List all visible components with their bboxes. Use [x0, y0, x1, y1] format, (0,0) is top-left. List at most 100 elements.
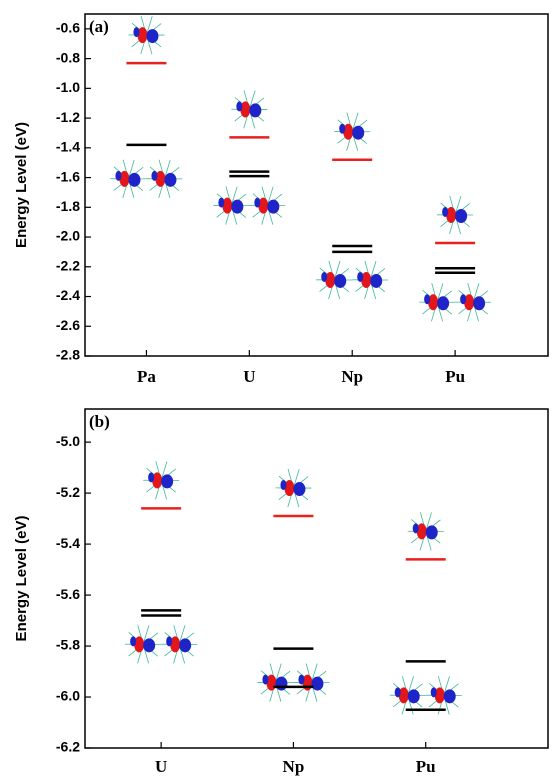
orbital-lobe: [236, 101, 243, 112]
y-tick-label: -2.6: [56, 317, 80, 333]
orbital-lobe: [155, 170, 166, 187]
orbital-lobe: [437, 296, 450, 311]
y-axis-label: Energy Level (eV): [13, 122, 30, 248]
orbital-lobe: [473, 296, 486, 311]
orbital-lobe: [262, 674, 269, 685]
orbital-lobe: [231, 199, 244, 214]
x-tick-label: Pu: [445, 367, 465, 386]
orbital-lobe: [443, 689, 456, 704]
y-tick-label: -6.2: [56, 739, 80, 755]
orbital-lobe: [254, 197, 261, 208]
bond: [142, 625, 150, 645]
orbital-lobe: [119, 170, 130, 187]
y-axis-label: Energy Level (eV): [13, 516, 30, 642]
orbital-lobe: [352, 125, 365, 140]
bond: [266, 186, 274, 206]
bond: [369, 260, 377, 281]
orbital-lobe: [311, 676, 324, 691]
bond: [128, 159, 135, 179]
x-tick-label: Pu: [416, 757, 436, 776]
y-tick-label: -1.4: [56, 139, 80, 155]
y-tick-label: -0.8: [56, 49, 80, 65]
orbital-lobe: [425, 525, 438, 540]
orbital-lobe: [164, 172, 177, 187]
bond: [146, 16, 153, 36]
orbital-lobe: [166, 636, 173, 647]
orbital-lobe: [148, 472, 155, 483]
y-tick-label: -5.8: [56, 637, 80, 653]
bond: [425, 512, 432, 532]
plot-frame: [84, 408, 549, 749]
orbital-lobe: [298, 674, 305, 685]
orbital-lobe: [370, 273, 383, 288]
x-tick-label: Pa: [137, 367, 156, 386]
x-tick-label: U: [243, 367, 255, 386]
orbital-lobe: [218, 197, 225, 208]
orbital-lobe: [416, 523, 427, 540]
y-tick-label: -2.8: [56, 347, 80, 363]
panel: (a) Energy Level (eV) -0.6 -0.8 -1.0 -1.2 -1.4…: [13, 13, 549, 386]
bond: [454, 195, 462, 216]
orbital-lobe: [151, 170, 158, 181]
orbital-lobe: [258, 197, 269, 214]
bond: [436, 283, 444, 303]
orbital-lobe: [130, 636, 137, 647]
y-tick-label: -2.4: [56, 287, 80, 303]
y-tick-label: -2.0: [56, 228, 80, 244]
y-tick-label: -5.6: [56, 586, 80, 602]
orbital-lobe: [430, 687, 437, 698]
orbital-lobe: [398, 687, 409, 704]
orbital-lobe: [293, 482, 306, 497]
panel-label: (a): [89, 17, 109, 36]
orbital-lobe: [442, 206, 449, 217]
orbital-lobe: [280, 480, 287, 491]
y-tick-label: -5.4: [56, 535, 80, 551]
y-tick-label: -1.2: [56, 109, 80, 125]
plot-frame: [84, 13, 549, 357]
orbital-lobe: [133, 27, 140, 38]
bond: [178, 625, 186, 645]
y-tick-label: -1.8: [56, 198, 80, 214]
bond: [333, 260, 341, 281]
bond: [311, 663, 318, 683]
orbital-lobe: [143, 638, 156, 653]
orbital-lobe: [394, 687, 401, 698]
orbital-lobe: [334, 273, 347, 288]
orbital-lobe: [222, 197, 233, 214]
orbital-lobe: [170, 636, 181, 653]
orbital-lobe: [146, 29, 159, 44]
bond: [293, 468, 300, 489]
orbital-lobe: [161, 474, 174, 489]
orbital-lobe: [357, 271, 364, 282]
orbital-lobe: [179, 638, 192, 653]
orbital-lobe: [455, 208, 468, 223]
orbital-lobe: [424, 294, 431, 305]
orbital-lobe: [434, 687, 445, 704]
orbital-lobe: [284, 480, 295, 497]
orbital-lobe: [134, 636, 145, 653]
orbital-lobe: [412, 523, 419, 534]
orbital-lobe: [115, 170, 122, 181]
y-tick-label: -2.2: [56, 257, 80, 273]
y-tick-label: -1.0: [56, 79, 80, 95]
orbital-lobe: [343, 123, 354, 140]
panel: (b) Energy Level (eV) -5.0 -5.2 -5.4 -5.6 -5.8…: [13, 408, 549, 776]
bond: [351, 112, 359, 132]
orbital-lobe: [407, 689, 420, 704]
y-tick-label: -1.6: [56, 168, 80, 184]
x-tick-label: Np: [341, 367, 363, 386]
orbital-lobe: [240, 101, 251, 118]
bond: [160, 461, 168, 481]
orbital-lobe: [464, 294, 475, 311]
y-tick-label: -6.0: [56, 688, 80, 704]
orbital-lobe: [339, 123, 346, 134]
bond: [275, 663, 282, 683]
bond: [407, 676, 414, 696]
orbital-lobe: [325, 271, 336, 288]
bond: [230, 186, 238, 206]
orbital-lobe: [275, 676, 288, 691]
orbital-lobe: [460, 294, 467, 305]
y-tick-label: -5.0: [56, 433, 80, 449]
panel-label: (b): [89, 412, 110, 431]
